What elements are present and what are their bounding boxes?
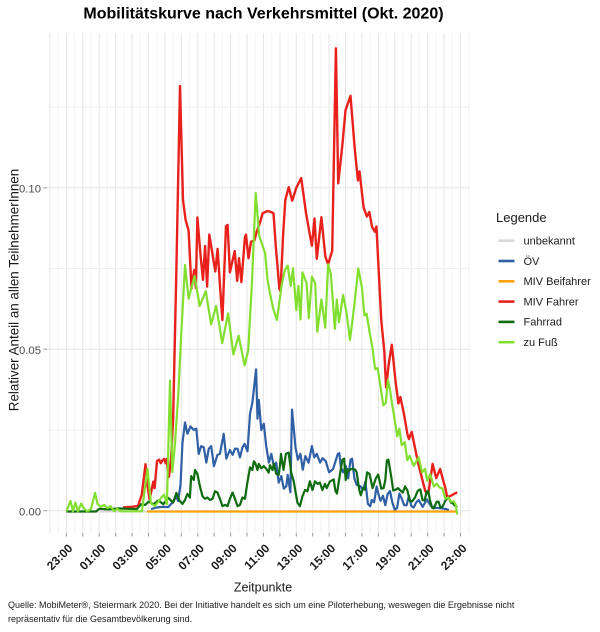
svg-text:MIV Beifahrer: MIV Beifahrer (524, 276, 592, 288)
svg-text:Fahrrad: Fahrrad (524, 317, 563, 329)
svg-text:Relativer Anteil an allen Teil: Relativer Anteil an allen TeilnehmerInne… (7, 169, 22, 411)
svg-text:Mobilitätskurve nach Verkehrsm: Mobilitätskurve nach Verkehrsmittel (Okt… (83, 6, 443, 23)
svg-text:zu Fuß: zu Fuß (524, 337, 559, 349)
svg-text:MIV Fahrer: MIV Fahrer (524, 296, 579, 308)
svg-text:Zeitpunkte: Zeitpunkte (234, 581, 292, 595)
svg-text:0.10: 0.10 (19, 183, 41, 195)
svg-text:unbekannt: unbekannt (524, 236, 575, 248)
svg-text:0.05: 0.05 (19, 345, 41, 357)
svg-text:0.00: 0.00 (19, 506, 41, 518)
svg-text:Legende: Legende (496, 210, 547, 225)
svg-text:ÖV: ÖV (524, 256, 541, 268)
